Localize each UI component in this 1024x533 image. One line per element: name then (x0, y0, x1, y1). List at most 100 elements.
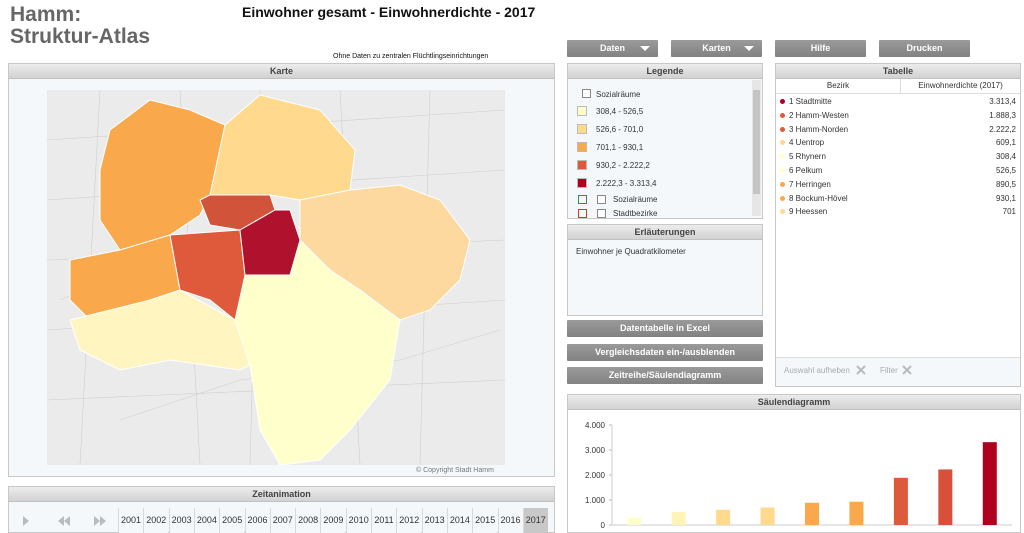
toolbar-button[interactable]: Karten (671, 40, 762, 57)
forward-button[interactable] (100, 516, 106, 526)
table-body (776, 94, 1020, 357)
cell: 9 Heessen (789, 207, 828, 217)
year-button[interactable]: 2003 (168, 508, 194, 533)
bar (893, 477, 908, 525)
table-row[interactable]: 7 Herringen 890,5 (776, 178, 1020, 191)
panel-header: Erläuterungen (568, 225, 762, 240)
cell: 5 Rhynern (789, 152, 826, 162)
year-button[interactable]: 2013 (421, 508, 447, 533)
y-tick-label: 2.000 (585, 471, 606, 480)
outline-swatch (578, 209, 587, 218)
legend-label: Sozialräume (613, 195, 658, 204)
app-name: Hamm: (10, 3, 82, 26)
cell: 526,5 (995, 166, 1016, 175)
year-button[interactable]: 2011 (371, 508, 396, 533)
legend-swatch (577, 124, 587, 134)
table-row[interactable]: 1 Stadtmitte 3.313,4 (776, 95, 1020, 108)
table-row[interactable]: 5 Rhynern 308,4 (776, 150, 1020, 163)
legend-panel: Legende Sozialräume 308,4 - 526,5 526,6 -… (567, 63, 763, 219)
filter-icon[interactable] (902, 365, 912, 375)
outline-swatch (578, 195, 587, 204)
year-button[interactable]: 2015 (472, 508, 498, 533)
forward-button[interactable] (94, 516, 100, 526)
table-row[interactable]: 4 Uentrop 609,1 (776, 136, 1020, 149)
year-button[interactable]: 2004 (193, 508, 219, 533)
dropdown-arrow[interactable] (640, 46, 650, 51)
bar (627, 517, 642, 525)
row-dot (780, 195, 785, 201)
y-tick-label: 1.000 (585, 496, 606, 505)
clear-selection[interactable]: Auswahl aufheben (784, 366, 850, 375)
year-button[interactable]: 2001 (118, 508, 143, 533)
action-button[interactable]: Vergleichsdaten ein-/ausblenden (567, 343, 763, 361)
app-name: Struktur-Atlas (10, 25, 151, 48)
action-button[interactable]: Zeitreihe/Säulendiagramm (567, 367, 763, 384)
year-button[interactable]: 2008 (295, 508, 321, 533)
year-button[interactable]: 2007 (269, 508, 295, 533)
year-button[interactable]: 2017 (522, 508, 548, 533)
filter[interactable]: Filter (880, 366, 898, 375)
legend-swatch (577, 106, 587, 116)
panel-header: Säulendiagramm (568, 395, 1020, 410)
row-dot (780, 99, 785, 104)
back-button[interactable] (58, 516, 64, 526)
cell: 8 Bockum-Hövel (789, 193, 848, 203)
year-button[interactable]: 2016 (497, 508, 523, 533)
row-dot (780, 126, 785, 132)
year-button[interactable]: 2005 (219, 508, 245, 533)
page-title: Einwohner gesamt - Einwohnerdichte - 201… (242, 4, 536, 20)
subtitle: Ohne Daten zu zentralen Flüchtlingseinri… (333, 53, 489, 60)
year-button[interactable]: 2006 (244, 508, 270, 533)
column-header[interactable]: Einwohnerdichte (2017) (901, 79, 1020, 94)
year-button[interactable]: 2012 (396, 508, 422, 533)
table-footer (776, 357, 1020, 358)
table-row[interactable]: 6 Pelkum 526,5 (776, 164, 1020, 177)
checkbox[interactable] (597, 195, 606, 204)
cell: 3.313,4 (989, 97, 1016, 106)
year-button[interactable]: 2010 (345, 508, 371, 533)
year-button[interactable]: 2014 (446, 508, 472, 533)
table-row[interactable]: 2 Hamm-Westen 1.888,3 (776, 109, 1020, 122)
cell: 930,1 (995, 193, 1016, 203)
y-tick-label: 0 (601, 521, 606, 530)
cell: 2.222,2 (989, 124, 1016, 134)
cell: 6 Pelkum (789, 166, 823, 175)
panel-header: Legende (568, 64, 762, 79)
player-controls[interactable] (15, 512, 115, 530)
clear-icon[interactable] (856, 365, 866, 375)
cell: 1 Stadtmitte (789, 97, 832, 106)
legend-label: 701,1 - 930,1 (596, 143, 644, 152)
table-row[interactable]: 8 Bockum-Hövel 930,1 (776, 192, 1020, 205)
year-button[interactable]: 2009 (320, 508, 346, 533)
toolbar-button[interactable]: Drucken (879, 40, 970, 57)
year-button[interactable]: 2002 (143, 508, 169, 533)
panel-header: Zeitanimation (9, 487, 554, 502)
checkbox[interactable] (582, 89, 591, 98)
copyright: © Copyright Stadt Hamm (416, 467, 494, 474)
toolbar-button[interactable]: Daten (567, 40, 658, 57)
toolbar-button[interactable]: Hilfe (775, 40, 866, 57)
column-header[interactable]: Bezirk (776, 79, 901, 94)
legend-swatch (577, 142, 587, 152)
row-dot (780, 154, 785, 160)
map (47, 90, 505, 465)
legend-label: Stadtbezirke (613, 209, 658, 218)
back-button[interactable] (64, 516, 70, 526)
scroll-thumb[interactable] (753, 90, 760, 194)
legend-label: 930,2 - 2.222,2 (596, 161, 650, 170)
table-row[interactable]: 3 Hamm-Norden 2.222,2 (776, 123, 1020, 136)
cell: 890,5 (995, 179, 1016, 189)
chart-panel: Säulendiagramm (567, 394, 1021, 533)
dropdown-arrow[interactable] (744, 46, 754, 51)
play-button[interactable] (23, 516, 29, 526)
legend-label: 308,4 - 526,5 (596, 107, 644, 116)
scrollbar[interactable] (752, 80, 761, 216)
table-row[interactable]: 9 Heessen 701 (776, 205, 1020, 218)
cell: 1.888,3 (989, 110, 1016, 120)
checkbox[interactable] (597, 209, 606, 218)
action-button[interactable]: Datentabelle in Excel (567, 320, 763, 337)
legend-swatch (577, 160, 587, 170)
districts (69, 94, 471, 465)
table-panel: Tabelle Bezirk Einwohnerdichte (2017) Au… (775, 63, 1021, 387)
